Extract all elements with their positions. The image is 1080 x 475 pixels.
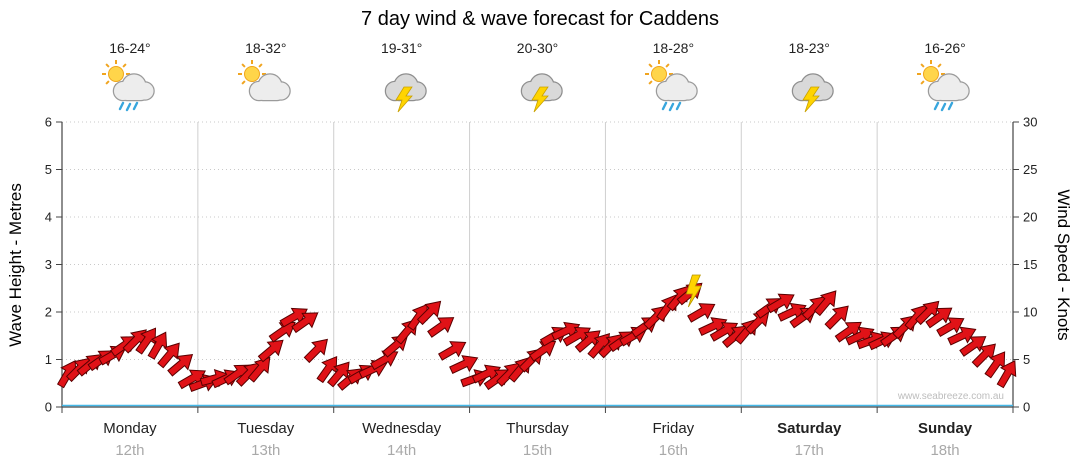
day-temp: 18-32°: [245, 40, 287, 56]
weather-icon-cloud-lightning: [371, 60, 433, 114]
day-date: 16th: [658, 442, 688, 459]
day-date: 13th: [251, 442, 281, 459]
wind-arrow: [157, 342, 180, 369]
wind-arrow: [959, 336, 987, 357]
left-axis-tick: 1: [45, 352, 52, 367]
day-label: Tuesday: [237, 420, 295, 437]
wind-arrow: [984, 351, 1006, 379]
day-temp: 19-31°: [380, 40, 423, 56]
weather-icon-sun-cloud-rain: [914, 60, 976, 114]
wind-arrow: [936, 317, 965, 337]
wind-arrow: [947, 326, 977, 346]
wind-arrow: [247, 356, 271, 383]
right-axis-tick: 30: [1023, 115, 1037, 130]
wind-arrow: [925, 307, 953, 329]
left-axis-tick: 3: [45, 257, 52, 272]
wind-arrow: [449, 355, 479, 375]
chart-title: 7 day wind & wave forecast for Caddens: [361, 8, 719, 30]
wind-arrow: [303, 338, 328, 364]
right-axis-tick: 10: [1023, 305, 1037, 320]
day-temp: 18-23°: [788, 40, 830, 56]
wind-arrow: [813, 290, 837, 317]
day-date: 17th: [794, 442, 824, 459]
day-temp: 18-28°: [652, 40, 695, 56]
weather-icon-cloud-lightning: [778, 60, 840, 114]
day-date: 18th: [930, 442, 960, 459]
right-axis-tick: 15: [1023, 257, 1037, 272]
storm-marker: [685, 274, 703, 308]
sun-icon: [645, 60, 674, 88]
day-temp: 16-24°: [109, 40, 151, 56]
lightning-icon: [394, 86, 413, 113]
day-temp: 20-30°: [516, 40, 559, 56]
wind-arrow: [147, 331, 168, 360]
day-label: Sunday: [917, 420, 973, 437]
wind-arrow: [268, 321, 296, 343]
day-label: Monday: [103, 420, 157, 437]
weather-icon-sun-cloud-rain: [99, 60, 161, 114]
day-label: Saturday: [777, 420, 842, 437]
wind-arrow: [587, 333, 610, 359]
lightning-icon: [530, 86, 549, 113]
wind-arrow: [135, 327, 157, 355]
wind-arrow: [687, 303, 716, 323]
wind-arrow: [766, 293, 795, 314]
left-axis-tick: 0: [45, 400, 52, 415]
left-axis-title: Wave Height - Metres: [6, 183, 25, 347]
rain-icon: [118, 101, 139, 112]
left-axis-tick: 4: [45, 210, 52, 225]
watermark: www.seabreeze.com.au: [897, 391, 1004, 402]
wind-arrow: [416, 300, 442, 326]
right-axis-tick: 0: [1023, 400, 1030, 415]
rain-icon: [662, 101, 682, 112]
right-axis-title: Wind Speed - Knots: [1054, 189, 1073, 341]
day-temp: 16-26°: [924, 40, 966, 56]
weather-icon-cloud-lightning: [507, 60, 569, 114]
sun-icon: [917, 60, 946, 88]
wind-arrow: [427, 317, 455, 338]
wind-arrow: [316, 355, 338, 384]
day-label: Wednesday: [362, 420, 442, 437]
weather-icon-sun-cloud: [235, 60, 297, 114]
day-date: 15th: [522, 442, 553, 459]
wind-arrow: [528, 340, 557, 362]
left-axis-tick: 5: [45, 162, 52, 177]
wind-arrow: [257, 339, 284, 363]
wind-arrow: [291, 312, 319, 334]
wind-arrow: [370, 350, 399, 371]
day-label: Thursday: [506, 420, 569, 437]
day-label: Friday: [652, 420, 695, 437]
left-axis-tick: 2: [45, 305, 52, 320]
lightning-icon: [802, 86, 821, 113]
wind-arrow: [834, 321, 862, 343]
day-date: 12th: [115, 442, 145, 459]
wind-arrow: [824, 305, 849, 330]
rain-icon: [933, 101, 954, 112]
right-axis-tick: 25: [1023, 162, 1037, 177]
right-axis-tick: 20: [1023, 210, 1037, 225]
day-date: 14th: [387, 442, 417, 459]
wind-arrow: [996, 359, 1017, 389]
weather-icon-sun-cloud-rain: [642, 60, 704, 114]
right-axis-tick: 5: [1023, 352, 1030, 367]
left-axis-tick: 6: [45, 115, 52, 130]
wind-arrow: [326, 361, 350, 388]
wind-arrow: [438, 341, 467, 361]
wind-arrow: [167, 354, 194, 377]
wind-arrow: [971, 343, 996, 368]
